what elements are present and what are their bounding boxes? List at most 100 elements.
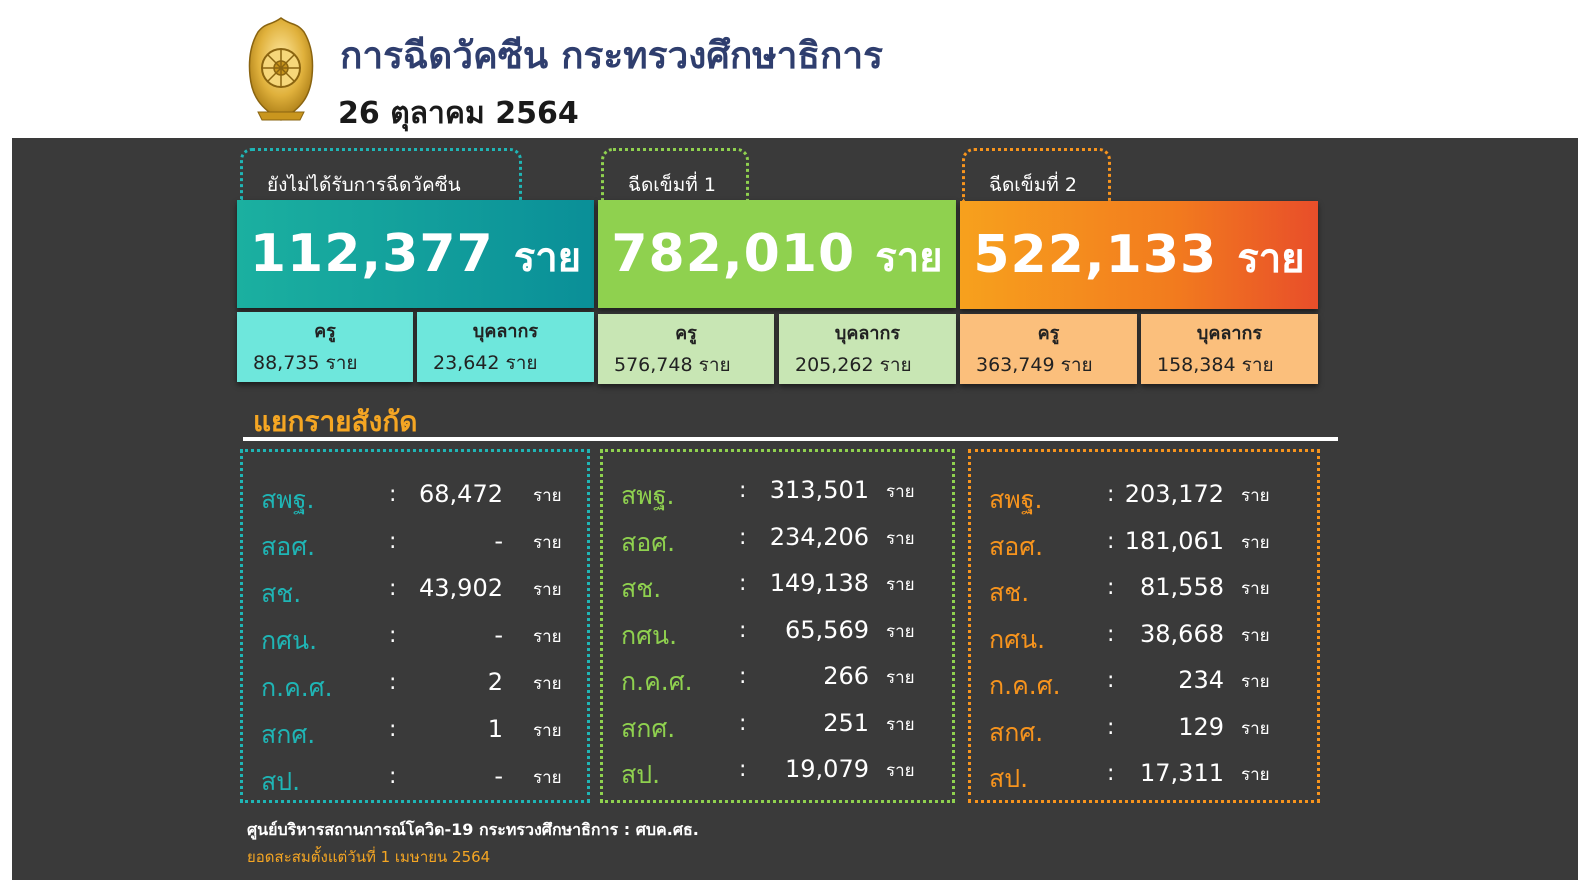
- breakdown-row: สช.:81,558 ราย: [971, 573, 1317, 613]
- total-unit: ราย: [1237, 236, 1305, 282]
- org-name: สกศ.: [621, 713, 676, 743]
- org-name: สอศ.: [261, 532, 316, 561]
- org-unit: ราย: [886, 482, 915, 502]
- staff-not-vaccinated: บุคลากร 23,642 ราย: [417, 312, 594, 382]
- org-unit: ราย: [533, 580, 562, 600]
- org-name: กศน.: [261, 626, 318, 655]
- breakdown-row: สพฐ.:313,501 ราย: [603, 476, 952, 516]
- org-name: สป.: [989, 764, 1029, 793]
- org-count: 1: [487, 715, 503, 743]
- org-name: สช.: [989, 578, 1030, 607]
- org-count: -: [494, 527, 503, 555]
- org-unit: ราย: [533, 627, 562, 647]
- org-name: สป.: [261, 767, 301, 796]
- separator: :: [739, 524, 747, 550]
- org-count: 149,138: [769, 569, 869, 597]
- org-unit: ราย: [886, 668, 915, 688]
- section-divider: [243, 437, 1338, 441]
- org-count: 251: [823, 708, 869, 737]
- breakdown-dose-2: สพฐ.:203,172 ราย สอศ.:181,061 ราย สช.:81,558…: [968, 449, 1320, 803]
- org-count: 203,172: [1124, 480, 1224, 508]
- org-unit: ราย: [533, 486, 562, 506]
- teacher-label: ครู: [314, 321, 336, 342]
- separator: :: [739, 478, 747, 503]
- header: การฉีดวัคซีน กระทรวงศึกษาธิการ 26 ตุลาคม…: [0, 0, 1590, 138]
- total-dose-1: 782,010 ราย: [598, 200, 956, 308]
- separator: :: [1107, 761, 1115, 786]
- total-unit: ราย: [875, 235, 943, 281]
- breakdown-not-vaccinated: สพฐ.:68,472 ราย สอศ.: - ราย สช.:43,902 ราย กศน.…: [240, 449, 590, 803]
- tab-dose-1: ฉีดเข็มที่ 1: [601, 148, 749, 202]
- separator: :: [389, 482, 397, 507]
- breakdown-row: สช.:43,902 ราย: [243, 574, 587, 614]
- org-count: 43,902: [419, 574, 503, 602]
- staff-value: 158,384 ราย: [1157, 354, 1274, 376]
- total-value: 112,377: [249, 224, 494, 284]
- org-unit: ราย: [886, 714, 915, 735]
- org-unit: ราย: [533, 721, 562, 741]
- org-name: ก.ค.ศ.: [621, 667, 693, 696]
- teacher-value: 576,748 ราย: [614, 354, 731, 376]
- org-count: 38,668: [1140, 619, 1224, 648]
- teacher-value: 363,749 ราย: [976, 354, 1093, 376]
- org-unit: ราย: [533, 674, 562, 694]
- breakdown-row: สป.:17,311 ราย: [971, 759, 1317, 799]
- breakdown-row: ก.ค.ศ.: 2 ราย: [243, 668, 587, 708]
- org-unit: ราย: [1241, 532, 1270, 553]
- separator: :: [389, 717, 397, 742]
- total-value: 522,133: [973, 225, 1218, 285]
- org-count: 81,558: [1140, 573, 1224, 601]
- org-name: สกศ.: [989, 717, 1044, 747]
- staff-label: บุคลากร: [1196, 323, 1263, 344]
- breakdown-row: สกศ.: 1 ราย: [243, 715, 587, 755]
- org-name: สพฐ.: [621, 481, 675, 510]
- org-unit: ราย: [533, 768, 562, 788]
- breakdown-row: สอศ.:181,061 ราย: [971, 527, 1317, 567]
- breakdown-row: สอศ.: - ราย: [243, 527, 587, 567]
- breakdown-row: กศน.: 65,569 ราย: [603, 616, 952, 656]
- separator: :: [1107, 575, 1115, 600]
- org-name: สป.: [621, 760, 661, 789]
- tab-label: ฉีดเข็มที่ 1: [628, 174, 716, 196]
- breakdown-dose-1: สพฐ.:313,501 ราย สอศ.:234,206 ราย สช.:149,13…: [600, 449, 955, 803]
- page-title: การฉีดวัคซีน กระทรวงศึกษาธิการ: [340, 34, 884, 77]
- org-name: สกศ.: [261, 720, 316, 749]
- org-count: 65,569: [785, 615, 869, 644]
- separator: :: [739, 710, 747, 736]
- separator: :: [389, 529, 397, 554]
- breakdown-row: สป.: 19,079 ราย: [603, 755, 952, 795]
- org-name: สช.: [621, 574, 662, 603]
- breakdown-row: กศน.: - ราย: [243, 621, 587, 661]
- org-count: 181,061: [1124, 526, 1224, 555]
- breakdown-row: สกศ.: 129 ราย: [971, 713, 1317, 753]
- org-count: -: [494, 762, 503, 790]
- separator: :: [739, 757, 747, 782]
- org-name: ก.ค.ศ.: [261, 673, 333, 702]
- org-count: 129: [1178, 712, 1224, 741]
- section-title: แยกรายสังกัด: [253, 405, 418, 438]
- teacher-label: ครู: [675, 323, 697, 344]
- staff-label: บุคลากร: [472, 321, 539, 342]
- org-unit: ราย: [1241, 625, 1270, 646]
- org-count: 266: [823, 662, 869, 690]
- org-count: 68,472: [419, 480, 503, 508]
- org-count: 234,206: [769, 522, 869, 551]
- org-count: 17,311: [1140, 759, 1224, 787]
- org-count: -: [494, 621, 503, 649]
- separator: :: [1107, 714, 1115, 740]
- staff-dose-1: บุคลากร 205,262 ราย: [779, 314, 956, 384]
- org-unit: ราย: [1241, 765, 1270, 785]
- breakdown-row: สช.:149,138 ราย: [603, 569, 952, 609]
- tab-label: ฉีดเข็มที่ 2: [989, 174, 1077, 196]
- total-unit: ราย: [513, 235, 582, 281]
- separator: :: [739, 617, 747, 643]
- org-count: 2: [487, 668, 503, 696]
- teacher-value: 88,735 ราย: [253, 352, 358, 374]
- staff-value: 23,642 ราย: [433, 352, 538, 374]
- org-unit: ราย: [886, 761, 915, 781]
- breakdown-row: สป.: - ราย: [243, 762, 587, 802]
- tab-dose-2: ฉีดเข็มที่ 2: [962, 148, 1111, 202]
- staff-value: 205,262 ราย: [795, 354, 912, 376]
- breakdown-row: ก.ค.ศ.: 266 ราย: [603, 662, 952, 702]
- breakdown-row: ก.ค.ศ.: 234 ราย: [971, 666, 1317, 706]
